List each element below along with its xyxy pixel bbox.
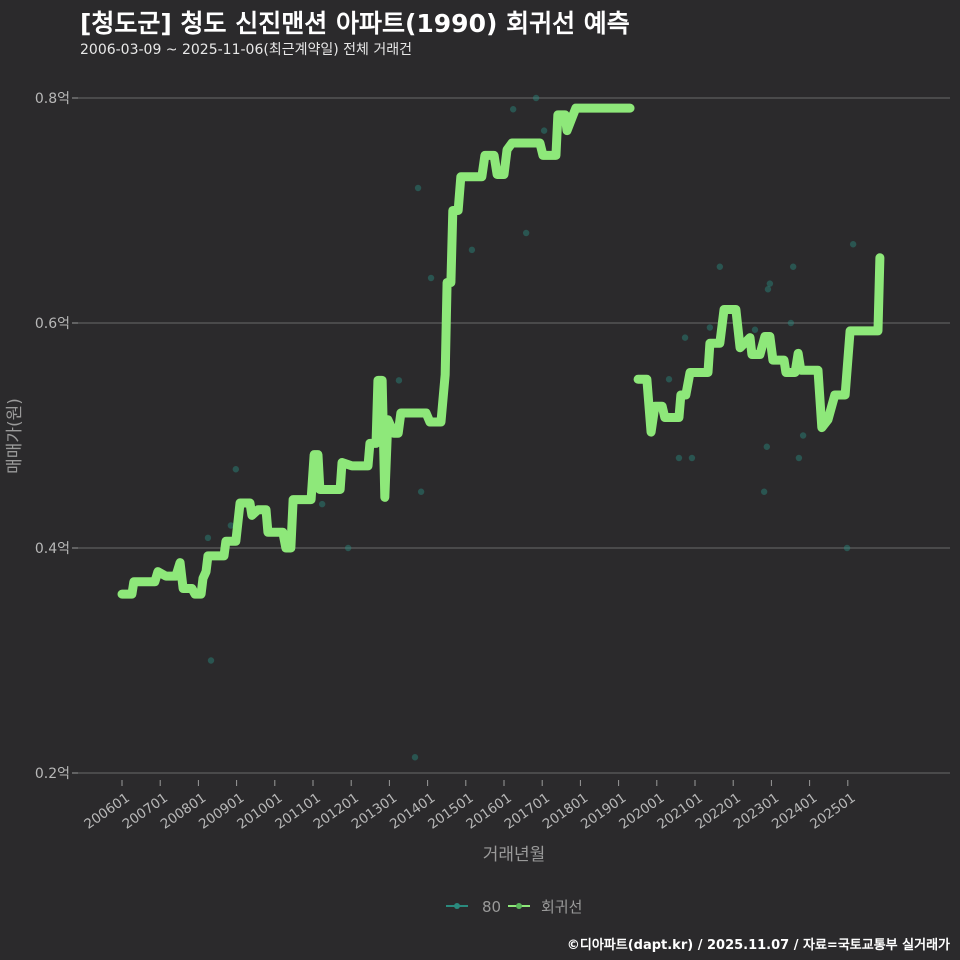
scatter-point <box>849 241 857 248</box>
scatter-point <box>766 280 774 287</box>
scatter-point <box>417 488 425 495</box>
scatter-point <box>764 286 772 293</box>
y-tick-label: 0.8억 <box>35 91 70 107</box>
scatter-point <box>681 334 689 341</box>
footer-credit: ©디아파트(dapt.kr) / 2025.11.07 / 자료=국토교통부 실… <box>566 938 950 953</box>
scatter-point <box>395 377 403 384</box>
scatter-point <box>411 754 419 761</box>
legend-regression-label: 회귀선 <box>541 898 582 916</box>
scatter-point <box>789 263 797 270</box>
scatter-point <box>414 184 422 192</box>
scatter-point <box>227 522 235 529</box>
scatter-point <box>509 106 517 113</box>
scatter-point <box>751 326 759 333</box>
y-tick-label: 0.2억 <box>35 766 70 782</box>
scatter-point <box>716 263 724 270</box>
scatter-point <box>532 94 540 102</box>
scatter-point <box>763 443 771 450</box>
scatter-point <box>232 466 240 473</box>
x-axis-label: 거래년월 <box>483 845 546 865</box>
scatter-point <box>675 454 683 462</box>
legend-80-marker <box>454 903 460 909</box>
scatter-point <box>318 500 326 508</box>
scatter-point <box>522 229 530 237</box>
chart-title: [청도군] 청도 신진맨션 아파트(1990) 회귀선 예측 <box>80 9 630 38</box>
scatter-point <box>427 274 435 282</box>
legend-regression-marker <box>516 903 522 909</box>
scatter-point <box>787 319 795 327</box>
scatter-point <box>760 488 768 495</box>
scatter-point <box>665 376 673 383</box>
scatter-point <box>204 534 212 542</box>
regression-line <box>633 253 885 437</box>
scatter-point <box>344 544 352 552</box>
legend: 80 회귀선 <box>446 898 582 916</box>
y-tick-label: 0.4억 <box>35 541 70 557</box>
scatter-point <box>795 454 803 462</box>
chart-subtitle: 2006-03-09 ~ 2025-11-06(최근계약일) 전체 거래건 <box>80 42 412 58</box>
scatter-point <box>540 127 548 134</box>
y-tick-label: 0.6억 <box>35 316 70 332</box>
scatter-point <box>843 544 851 552</box>
regression-line <box>117 103 635 599</box>
y-axis-label: 매매가(원) <box>5 398 25 474</box>
legend-80-label: 80 <box>482 898 501 916</box>
scatter-point <box>706 324 714 331</box>
scatter-point <box>688 454 696 462</box>
scatter-point <box>468 246 476 254</box>
scatter-point <box>799 432 807 439</box>
scatter-point <box>207 657 215 664</box>
